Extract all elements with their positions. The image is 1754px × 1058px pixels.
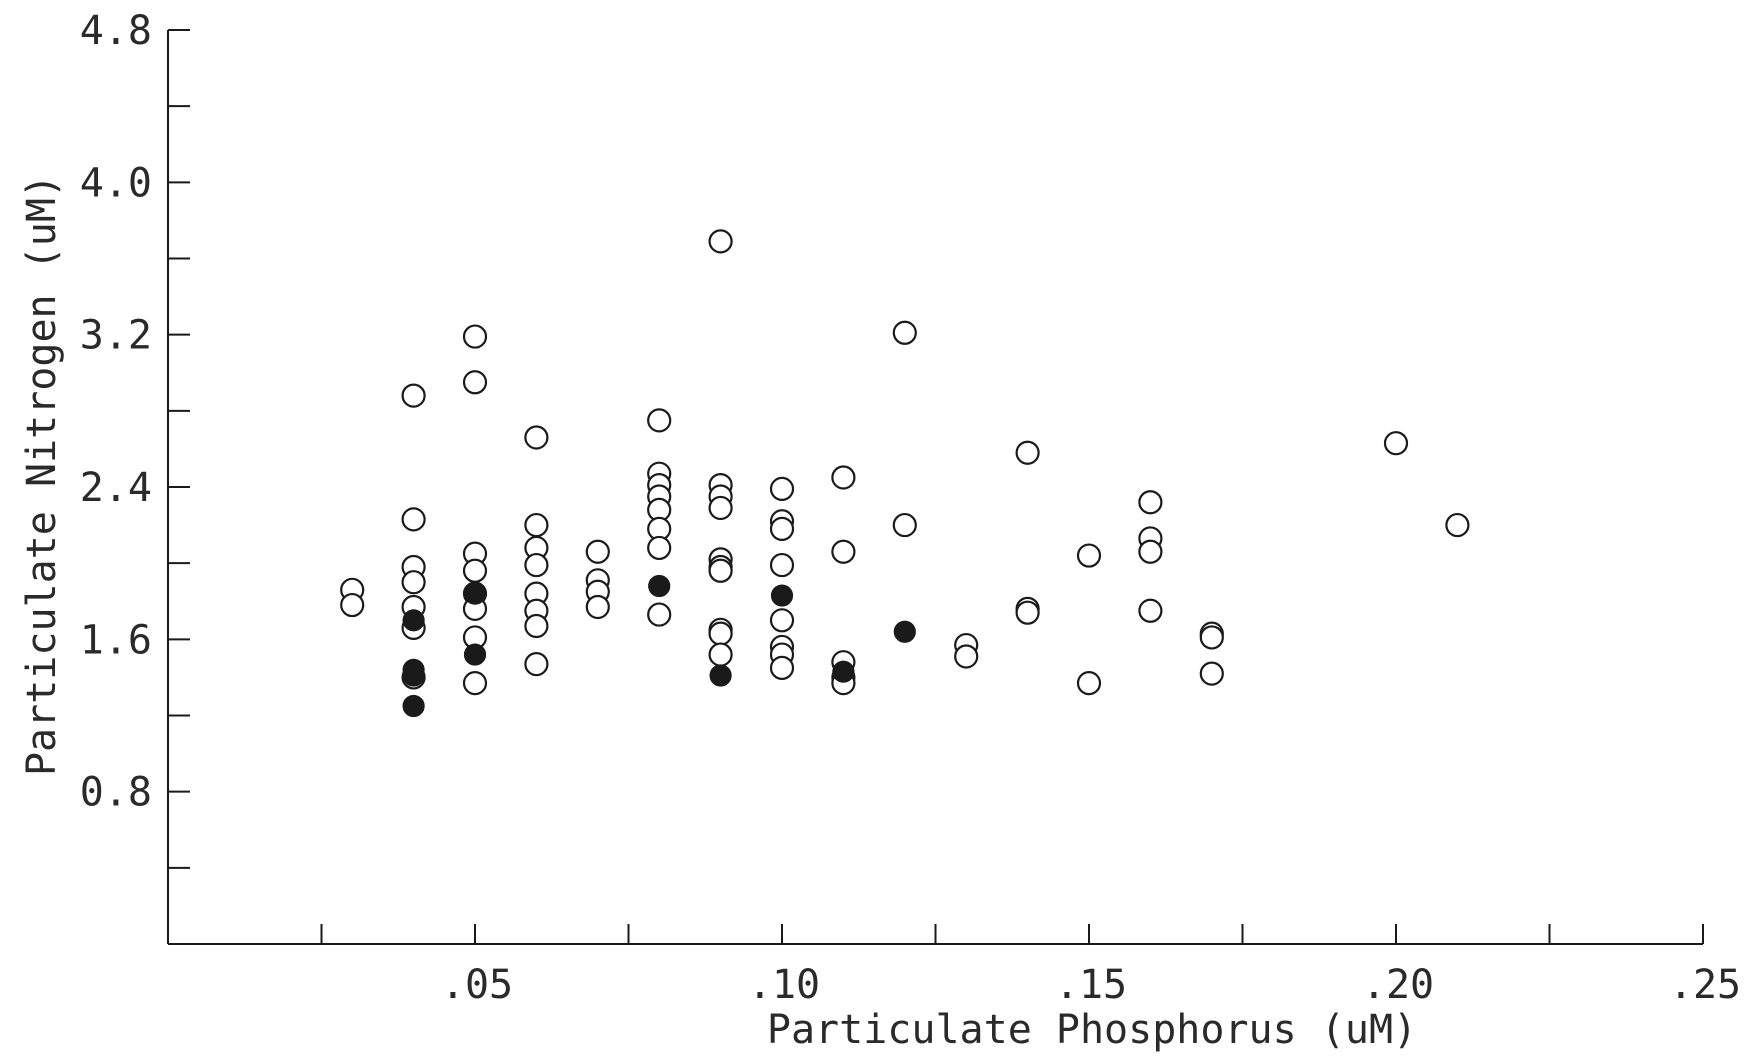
data-point-open — [340, 592, 365, 618]
data-point-open — [462, 370, 488, 395]
data-point-filled — [893, 620, 916, 643]
data-points — [340, 229, 1470, 718]
data-point-open — [1138, 598, 1163, 623]
data-point-open — [401, 570, 426, 595]
data-point-open — [708, 642, 733, 667]
data-point-open — [585, 539, 610, 564]
y-tick-label: 4.0 — [80, 160, 152, 206]
data-point-filled — [463, 582, 487, 605]
data-point-open — [1015, 440, 1040, 465]
data-point-open — [524, 512, 549, 538]
data-point-open — [708, 495, 733, 521]
y-axis-label: Particulate Nitrogen (uM) — [19, 174, 65, 776]
data-point-open — [462, 671, 488, 696]
x-tick-labels: .05 .10 .15 .20 .25 — [441, 962, 1741, 1008]
data-point-open — [462, 324, 488, 349]
data-point-open — [708, 229, 733, 254]
data-point-open — [524, 651, 549, 677]
data-point-open — [1138, 539, 1163, 564]
y-ticks — [168, 29, 190, 869]
x-tick-label: .15 — [1055, 962, 1127, 1008]
y-tick-label: 4.8 — [80, 8, 152, 54]
data-point-filled — [463, 643, 487, 666]
y-tick-labels: 0.8 1.6 2.4 3.2 4.0 4.8 — [80, 8, 152, 816]
data-point-filled — [402, 664, 425, 687]
data-point-open — [769, 608, 795, 633]
data-point-open — [769, 516, 795, 541]
data-point-open — [462, 558, 488, 583]
y-tick-label: 1.6 — [80, 617, 152, 663]
y-tick-label: 2.4 — [80, 465, 152, 511]
y-tick-label: 0.8 — [80, 770, 152, 816]
data-point-open — [585, 594, 610, 620]
data-point-open — [1138, 490, 1163, 515]
data-point-open — [831, 539, 856, 564]
data-point-filled — [832, 660, 855, 683]
x-axis-label: Particulate Phosphorus (uM) — [767, 1007, 1417, 1053]
data-point-filled — [402, 609, 425, 632]
data-point-open — [1383, 431, 1409, 456]
y-tick-label: 3.2 — [80, 313, 152, 359]
data-point-open — [524, 425, 549, 450]
x-tick-label: .20 — [1362, 962, 1434, 1008]
data-point-open — [1199, 625, 1224, 650]
data-point-open — [1199, 661, 1224, 686]
data-point-filled — [648, 574, 671, 598]
data-point-open — [524, 552, 549, 578]
data-point-open — [1015, 600, 1040, 625]
data-point-filled — [709, 664, 732, 687]
data-point-filled — [402, 694, 425, 718]
data-point-open — [1445, 512, 1470, 538]
x-tick-label: .05 — [441, 962, 513, 1008]
data-point-open — [954, 644, 979, 669]
data-point-open — [769, 552, 795, 578]
data-point-open — [708, 621, 733, 646]
data-point-open — [769, 655, 795, 680]
data-point-open — [647, 408, 672, 433]
data-point-open — [769, 476, 795, 502]
data-point-open — [524, 613, 549, 639]
data-point-open — [831, 465, 856, 490]
data-point-open — [892, 512, 917, 538]
data-point-open — [647, 602, 672, 627]
x-tick-label: .25 — [1669, 962, 1741, 1008]
data-point-open — [1076, 671, 1102, 696]
data-point-open — [401, 507, 426, 532]
data-point-open — [647, 535, 672, 561]
data-point-open — [708, 558, 733, 583]
data-point-filled — [770, 584, 794, 607]
data-point-open — [1076, 543, 1102, 568]
data-point-open — [401, 383, 426, 408]
data-point-open — [892, 320, 917, 345]
x-tick-label: .10 — [748, 962, 820, 1008]
x-ticks — [320, 924, 1704, 944]
axes — [167, 30, 1703, 945]
